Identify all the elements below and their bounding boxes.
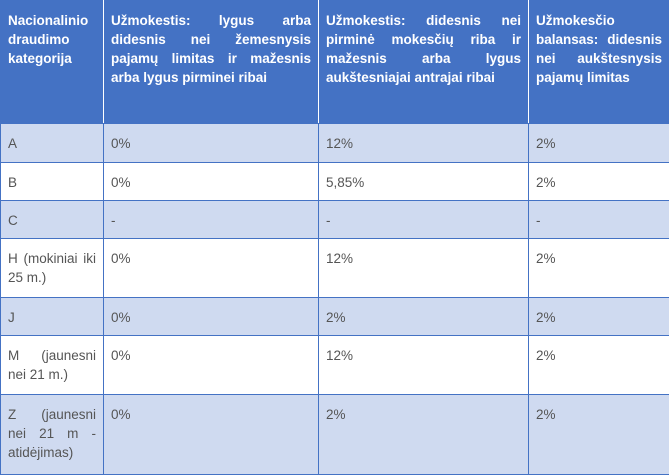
rate-cell: 2%	[528, 335, 669, 395]
rate-cell: 2%	[528, 162, 669, 201]
rate-cell: 0%	[103, 123, 319, 163]
table-row: H (mokiniai iki 25 m.) 0% 12% 2%	[0, 238, 669, 298]
rate-cell: 0%	[103, 238, 319, 298]
rate-cell: 12%	[318, 238, 529, 298]
rate-cell: 12%	[318, 335, 529, 395]
rate-cell: 12%	[318, 123, 529, 163]
category-cell: A	[0, 123, 104, 163]
category-cell: H (mokiniai iki 25 m.)	[0, 238, 104, 298]
rate-cell: 2%	[318, 394, 529, 475]
rate-cell: 2%	[528, 238, 669, 298]
header-middle-band: Užmokestis: didesnis nei pirminė mokesči…	[318, 0, 529, 124]
rate-cell: 0%	[103, 297, 319, 336]
category-cell: M (jaunesni nei 21 m.)	[0, 335, 104, 395]
table-row: C - - -	[0, 200, 669, 239]
rate-cell: 5,85%	[318, 162, 529, 201]
rate-cell: -	[528, 200, 669, 239]
table-row: M (jaunesni nei 21 m.) 0% 12% 2%	[0, 335, 669, 395]
rate-cell: 2%	[528, 394, 669, 475]
rate-cell: 0%	[103, 162, 319, 201]
table-row: B 0% 5,85% 2%	[0, 162, 669, 201]
rate-cell: 2%	[318, 297, 529, 336]
table-row: A 0% 12% 2%	[0, 123, 669, 163]
rate-cell: 0%	[103, 335, 319, 395]
table-row: J 0% 2% 2%	[0, 297, 669, 336]
header-row: Nacionalinio draudimo kategorija Užmokes…	[0, 0, 669, 124]
category-cell: B	[0, 162, 104, 201]
category-cell: C	[0, 200, 104, 239]
rate-cell: 2%	[528, 297, 669, 336]
rate-cell: 2%	[528, 123, 669, 163]
rate-cell: -	[103, 200, 319, 239]
rate-cell: 0%	[103, 394, 319, 475]
rate-cell: -	[318, 200, 529, 239]
category-cell: Z (jaunesni nei 21 m - atidėjimas)	[0, 394, 104, 475]
header-lower-band: Užmokestis: lygus arba didesnis nei žeme…	[103, 0, 319, 124]
category-cell: J	[0, 297, 104, 336]
table-row: Z (jaunesni nei 21 m - atidėjimas) 0% 2%…	[0, 394, 669, 475]
header-category: Nacionalinio draudimo kategorija	[0, 0, 104, 124]
header-upper-band: Užmokesčio balansas: didesnis nei aukšte…	[528, 0, 669, 124]
